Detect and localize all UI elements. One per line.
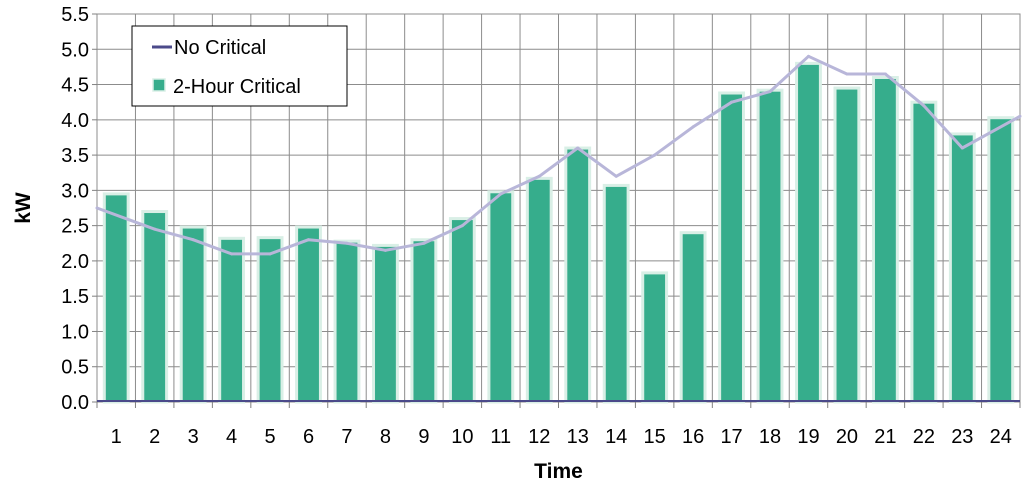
line-point-20 xyxy=(845,72,849,76)
line-point-18 xyxy=(768,90,772,94)
line-point-11 xyxy=(499,192,503,196)
line-series-no-critical xyxy=(95,54,1022,256)
x-tick-label: 2 xyxy=(149,426,160,448)
line-no-critical xyxy=(96,54,1021,256)
x-tick-label: 1 xyxy=(111,426,122,448)
bar-1 xyxy=(102,192,130,404)
bar-7 xyxy=(333,239,361,404)
bar-11 xyxy=(487,190,515,404)
bar-24 xyxy=(987,116,1015,404)
bar-9 xyxy=(410,238,438,404)
bar-16 xyxy=(679,231,707,404)
bar-5 xyxy=(256,236,284,404)
x-tick-label: 12 xyxy=(528,426,550,448)
legend-label-no-critical: No Critical xyxy=(174,37,266,59)
x-tick-label: 21 xyxy=(874,426,896,448)
y-tick-label: 5.0 xyxy=(61,39,89,61)
y-tick-label: 4.5 xyxy=(61,75,89,97)
bar-18 xyxy=(756,88,784,404)
line-point-19 xyxy=(806,54,810,58)
line-point-23 xyxy=(960,146,964,150)
legend: No Critical 2-Hour Critical xyxy=(131,25,348,107)
bar-14 xyxy=(602,183,630,404)
y-tick-label: 1.0 xyxy=(61,321,89,343)
bar-19 xyxy=(795,61,822,404)
line-point-5 xyxy=(268,252,272,256)
x-tick-label: 13 xyxy=(567,426,589,448)
x-tick-label: 16 xyxy=(682,426,704,448)
y-tick-label: 0.0 xyxy=(61,392,89,414)
line-point-4 xyxy=(230,252,234,256)
y-tick-label: 5.5 xyxy=(61,4,89,26)
bar-8 xyxy=(372,243,399,404)
line-point-9 xyxy=(422,241,426,245)
x-tick-label: 22 xyxy=(913,426,935,448)
axis-layer: 0.00.51.01.52.02.53.03.54.04.55.05.51 2 3 4… xyxy=(12,4,1021,483)
line-point-22 xyxy=(922,104,926,108)
y-tick-label: 1.5 xyxy=(61,286,89,308)
bar-15 xyxy=(641,271,669,404)
x-tick-label: 9 xyxy=(418,426,429,448)
bar-2 xyxy=(141,210,169,404)
x-tick-label: 4 xyxy=(226,426,237,448)
legend-label-2-hour-critical: 2-Hour Critical xyxy=(173,76,301,98)
x-tick-label: 11 xyxy=(490,426,511,448)
x-tick-label: 18 xyxy=(759,426,781,448)
x-tick-label: 24 xyxy=(990,426,1012,448)
y-tick-label: 0.5 xyxy=(61,357,89,379)
x-tick-label: 6 xyxy=(303,426,314,448)
bar-21 xyxy=(871,75,899,404)
x-tick-label: 20 xyxy=(836,426,858,448)
x-axis-label: Time xyxy=(534,460,583,483)
line-point-14 xyxy=(614,174,618,178)
x-tick-label: 7 xyxy=(341,426,352,448)
line-point-8 xyxy=(383,248,387,252)
line-point-13 xyxy=(576,146,580,150)
line-point-24 xyxy=(1018,114,1022,118)
x-tick-label: 10 xyxy=(451,426,473,448)
y-tick-label: 2.5 xyxy=(61,216,89,238)
bar-17 xyxy=(718,91,745,404)
x-tick-label: 3 xyxy=(188,426,199,448)
bar-23 xyxy=(948,132,976,404)
bar-12 xyxy=(525,176,553,404)
bar-6 xyxy=(295,225,322,404)
x-tick-label: 5 xyxy=(265,426,276,448)
line-point-12 xyxy=(537,174,541,178)
y-tick-label: 3.5 xyxy=(61,145,89,167)
line-point-16 xyxy=(691,125,695,129)
y-tick-label: 3.0 xyxy=(61,180,89,202)
legend-swatch-2-hour-critical xyxy=(152,78,166,92)
bar-20 xyxy=(833,86,861,404)
y-tick-label: 2.0 xyxy=(61,251,89,273)
x-tick-label: 17 xyxy=(720,426,742,448)
line-point-3 xyxy=(191,238,195,242)
legend-box xyxy=(131,25,348,107)
y-tick-label: 4.0 xyxy=(61,110,89,132)
bar-13 xyxy=(564,146,592,404)
y-axis-label: kW xyxy=(12,192,35,224)
line-point-10 xyxy=(460,224,464,228)
bar-22 xyxy=(910,100,938,404)
bar-4 xyxy=(218,236,246,404)
x-tick-label: 23 xyxy=(951,426,973,448)
x-tick-label: 19 xyxy=(797,426,819,448)
line-point-2 xyxy=(153,227,157,231)
line-point-15 xyxy=(653,153,657,157)
line-point-6 xyxy=(307,238,311,242)
line-point-21 xyxy=(883,72,887,76)
bar-10 xyxy=(448,217,476,404)
x-tick-label: 8 xyxy=(380,426,391,448)
line-point-7 xyxy=(345,241,349,245)
bar-3 xyxy=(179,225,207,404)
line-point-1 xyxy=(95,206,99,210)
x-tick-label: 15 xyxy=(644,426,666,448)
x-tick-label: 14 xyxy=(605,426,627,448)
line-point-17 xyxy=(730,100,734,104)
